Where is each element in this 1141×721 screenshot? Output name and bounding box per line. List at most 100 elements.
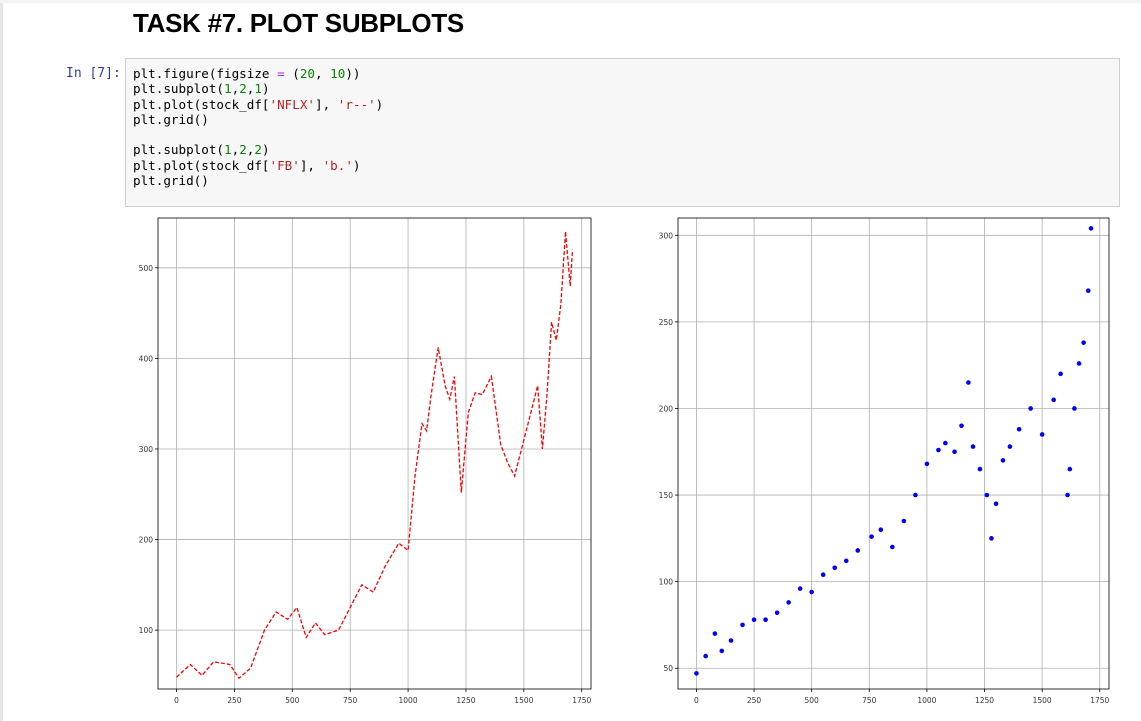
x-tick-label: 1500	[514, 696, 533, 705]
y-tick-label: 300	[139, 445, 154, 454]
fb-data-point	[774, 610, 780, 616]
fb-data-point	[1072, 406, 1077, 411]
y-tick-label: 50	[663, 664, 673, 673]
code-line: plt.plot(stock_df['NFLX'], 'r--')	[133, 97, 383, 112]
code-token: 1	[224, 81, 232, 97]
fb-data-point	[966, 380, 971, 385]
fb-data-point	[712, 631, 718, 636]
code-cell[interactable]: plt.figure(figsize = (20, 10)) plt.subplo…	[125, 58, 1120, 207]
code-line: plt.subplot(1,2,1)	[133, 81, 383, 96]
fb-data-point	[943, 440, 948, 446]
fb-data-point	[959, 423, 964, 429]
code-token: )	[375, 96, 384, 112]
x-tick-label: 250	[747, 696, 762, 705]
code-token: =	[277, 66, 285, 81]
x-tick-label: 1500	[1033, 696, 1052, 705]
code-token: 'NFLX'	[269, 96, 315, 112]
code-token: ,	[231, 142, 240, 158]
fb-data-point	[1076, 361, 1082, 366]
code-token: 20	[299, 66, 315, 81]
code-token: 1	[254, 81, 262, 97]
code-token: plt.plot(stock_df[	[133, 157, 270, 173]
x-tick-label: 0	[174, 696, 179, 705]
fb-data-point	[1088, 226, 1094, 231]
code-token: )	[261, 81, 270, 97]
code-token: 1	[224, 142, 232, 158]
code-token: 'r--'	[337, 96, 376, 112]
fb-data-point	[1065, 492, 1070, 498]
plot-frame	[677, 217, 1110, 690]
x-tick-label: 1750	[572, 696, 591, 705]
code-line: plt.subplot(1,2,2)	[133, 142, 383, 157]
code-token: ],	[299, 157, 323, 173]
code-token: 10	[330, 66, 346, 81]
code-token: plt.grid()	[133, 173, 209, 189]
fb-subplot: 0 250 500 750 1000 1250 1500 1750 50 100 150 200 250…	[659, 217, 1110, 705]
code-token: ))	[345, 66, 361, 81]
code-token: ,	[246, 81, 255, 97]
fb-data-point	[1051, 397, 1056, 403]
code-token: ,	[231, 81, 240, 97]
code-token: plt.plot(stock_df[	[133, 96, 270, 112]
x-tick-label: 250	[227, 696, 242, 705]
fb-data-point	[970, 444, 976, 449]
code-line: plt.plot(stock_df['FB'], 'b.')	[133, 158, 383, 173]
code-token: ],	[314, 96, 338, 112]
code-token: )	[352, 157, 361, 173]
nflx-subplot: 0 250 500 750 1000 1250 1500 1750 100 200 300 400 50…	[139, 217, 592, 705]
fb-data-point	[719, 648, 725, 654]
code-token: ,	[246, 142, 255, 158]
top-border	[0, 0, 1141, 3]
left-border	[0, 0, 3, 721]
code-line: plt.grid()	[133, 173, 383, 188]
x-tick-label: 500	[285, 696, 300, 705]
fb-data-point	[1028, 406, 1033, 411]
fb-data-point	[740, 622, 745, 628]
code-token: plt.subplot(	[133, 81, 224, 97]
fb-data-point	[820, 572, 826, 578]
y-tick-label: 100	[659, 578, 674, 587]
code-token: ,	[315, 66, 331, 81]
fb-data-point	[878, 527, 884, 532]
fb-data-point	[993, 501, 999, 507]
code-token: 2	[254, 142, 262, 158]
fb-data-point	[843, 558, 849, 564]
x-tick-label: 0	[694, 696, 699, 705]
fb-data-point	[728, 638, 734, 643]
fb-data-point	[977, 466, 983, 472]
fb-data-point	[924, 461, 930, 467]
fb-data-point	[703, 653, 708, 659]
x-tick-label: 1750	[1090, 696, 1109, 705]
fb-data-point	[913, 492, 918, 498]
code-editor[interactable]: plt.figure(figsize = (20, 10)) plt.subplo…	[133, 66, 383, 188]
code-token: plt.subplot(	[133, 142, 224, 158]
fb-data-point	[1067, 466, 1073, 472]
y-tick-label: 400	[139, 354, 154, 363]
nflx-series-line	[176, 231, 574, 680]
x-tick-label: 750	[862, 696, 877, 705]
code-token: 2	[239, 142, 247, 158]
fb-data-point	[1039, 432, 1045, 437]
code-line: plt.grid()	[133, 112, 383, 127]
cell-prompt: In [7]:	[66, 66, 121, 81]
y-tick-label: 200	[659, 404, 674, 413]
code-token: 'b.'	[322, 157, 353, 173]
fb-data-point	[989, 536, 994, 541]
fb-data-point	[1081, 340, 1086, 345]
y-tick-label: 500	[139, 264, 154, 273]
code-token: (	[284, 66, 300, 81]
fb-data-point	[890, 544, 895, 550]
plot-area	[678, 218, 1109, 689]
fb-data-point	[694, 671, 699, 676]
x-tick-label: 1250	[456, 696, 475, 705]
code-token: 2	[239, 81, 247, 97]
code-token: )	[261, 142, 270, 158]
fb-data-point	[1000, 458, 1006, 463]
code-token: 'FB'	[269, 157, 300, 173]
fb-data-point	[936, 447, 941, 453]
code-token: plt.figure(figsize	[133, 66, 278, 81]
code-token: plt.grid()	[133, 111, 209, 127]
fb-data-point	[1058, 371, 1063, 377]
x-tick-label: 1250	[975, 696, 994, 705]
